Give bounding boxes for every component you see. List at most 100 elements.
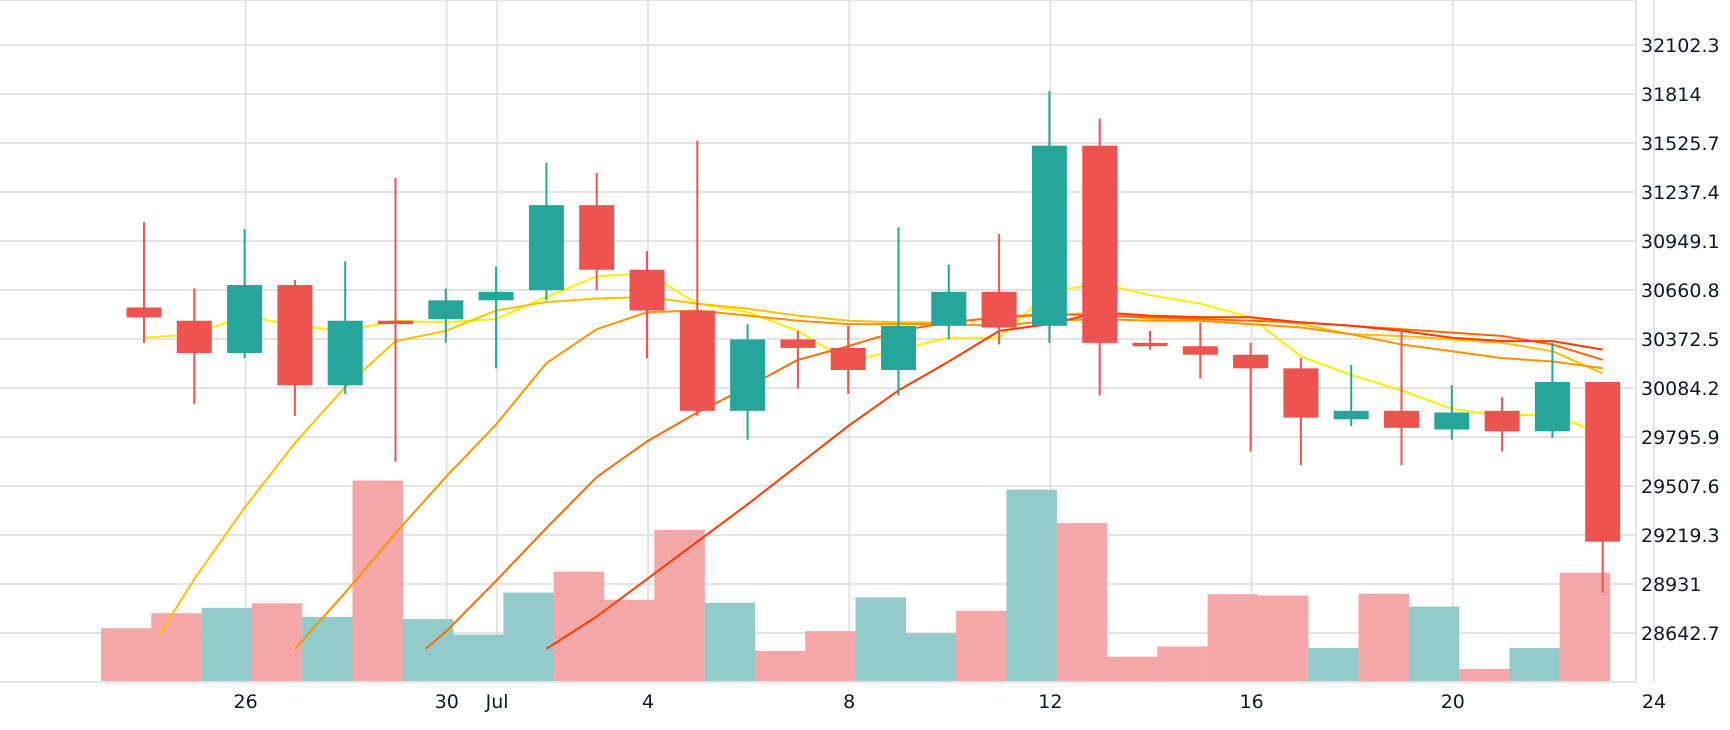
candle-down [126, 222, 162, 343]
moving-average-line-1 [143, 272, 1604, 436]
candle-body [478, 291, 514, 301]
volume-bar [503, 592, 554, 681]
candle-down [830, 325, 866, 394]
candle-body [378, 320, 413, 325]
y-tick-label: 29795.9 [1641, 427, 1720, 449]
candle-down [277, 279, 313, 416]
volume-bar [553, 571, 605, 681]
x-tick-label: 4 [642, 691, 654, 713]
candle-body [1233, 354, 1269, 369]
volume-bar [1157, 646, 1208, 681]
candle-body [780, 339, 816, 348]
candle-body [1534, 381, 1570, 432]
candles [126, 91, 1621, 593]
candle-body [730, 339, 766, 411]
y-tick-label: 30949.1 [1641, 231, 1720, 253]
x-tick-label: Jul [485, 691, 509, 713]
candle-body [277, 285, 313, 386]
y-tick-label: 31237.4 [1641, 182, 1720, 204]
candle-up [730, 324, 766, 440]
candle-up [1031, 91, 1067, 343]
candle-body [579, 205, 615, 270]
candle-up [528, 162, 564, 301]
candle-up [1333, 364, 1369, 427]
candle-body [1484, 410, 1520, 432]
candle-body [1283, 368, 1319, 418]
volume-bar [604, 599, 655, 681]
volume-bar [1308, 648, 1359, 681]
volume-bar [1257, 595, 1309, 681]
volume-bar [654, 529, 705, 681]
candle-body [1434, 412, 1470, 430]
candle-down [1082, 118, 1118, 396]
volume-bar [855, 597, 906, 681]
candle-down [1283, 358, 1319, 466]
volume-bar [956, 610, 1007, 681]
volume-bar [1006, 489, 1057, 681]
candle-up [478, 266, 514, 369]
y-tick-label: 32102.3 [1641, 35, 1720, 57]
candle-down [1182, 322, 1218, 379]
x-tick-label: 26 [234, 691, 258, 713]
candle-body [227, 285, 263, 354]
x-tick-label: 24 [1642, 691, 1666, 713]
candle-body [1384, 410, 1419, 428]
x-tick-label: 20 [1441, 691, 1465, 713]
candle-up [1434, 385, 1470, 440]
x-tick-label: 16 [1240, 691, 1264, 713]
candle-up [428, 288, 464, 343]
x-tick-label: 30 [435, 691, 459, 713]
candle-body [981, 291, 1017, 328]
candle-body [1333, 410, 1369, 420]
x-tick-label: 12 [1038, 691, 1062, 713]
candle-body [327, 320, 363, 386]
candle-down [378, 177, 413, 462]
candle-down [1585, 381, 1621, 593]
volume-bar [201, 607, 253, 681]
candle-body [679, 310, 715, 411]
volume-bar [805, 631, 856, 681]
x-tick-label: 8 [843, 691, 855, 713]
candle-body [629, 269, 665, 311]
y-tick-label: 30084.2 [1641, 378, 1720, 400]
moving-average-line-5 [545, 311, 1603, 650]
candle-body [881, 325, 916, 371]
volume-bar [1459, 668, 1510, 681]
candle-down [1384, 329, 1419, 466]
y-tick-label: 30660.8 [1641, 280, 1720, 302]
volume-bar [101, 628, 152, 681]
y-tick-label: 30372.5 [1641, 329, 1720, 351]
candle-up [227, 228, 263, 359]
candle-down [780, 330, 816, 389]
volume-bar [1408, 606, 1460, 681]
volume-bar [1107, 656, 1158, 681]
volume-bar [352, 480, 403, 681]
y-tick-label: 28931 [1641, 574, 1701, 596]
volume-bar [704, 602, 756, 681]
candle-up [1534, 342, 1570, 439]
volume-bar [905, 633, 957, 681]
volume-bar [1358, 593, 1409, 681]
y-tick-label: 29507.6 [1641, 476, 1720, 498]
y-tick-label: 28642.7 [1641, 623, 1720, 645]
candle-up [327, 261, 363, 394]
candle-down [981, 234, 1017, 345]
volume-bar [1509, 648, 1560, 681]
volume-bar [302, 616, 353, 681]
volume-bars [101, 480, 1611, 681]
candle-down [1233, 342, 1269, 452]
candle-down [679, 140, 715, 416]
candle-down [579, 172, 615, 291]
candle-body [528, 205, 564, 291]
candle-body [428, 300, 464, 320]
candle-body [931, 291, 967, 326]
candle-body [830, 347, 866, 371]
candle-down [629, 251, 665, 359]
volume-bar [151, 613, 202, 681]
candle-body [1182, 346, 1218, 355]
candle-body [126, 307, 162, 318]
volume-bar [1056, 523, 1108, 681]
x-axis-tick-labels: 26 30 Jul 4 8 12 16 20 24 [234, 691, 1667, 713]
candle-down [176, 288, 212, 405]
